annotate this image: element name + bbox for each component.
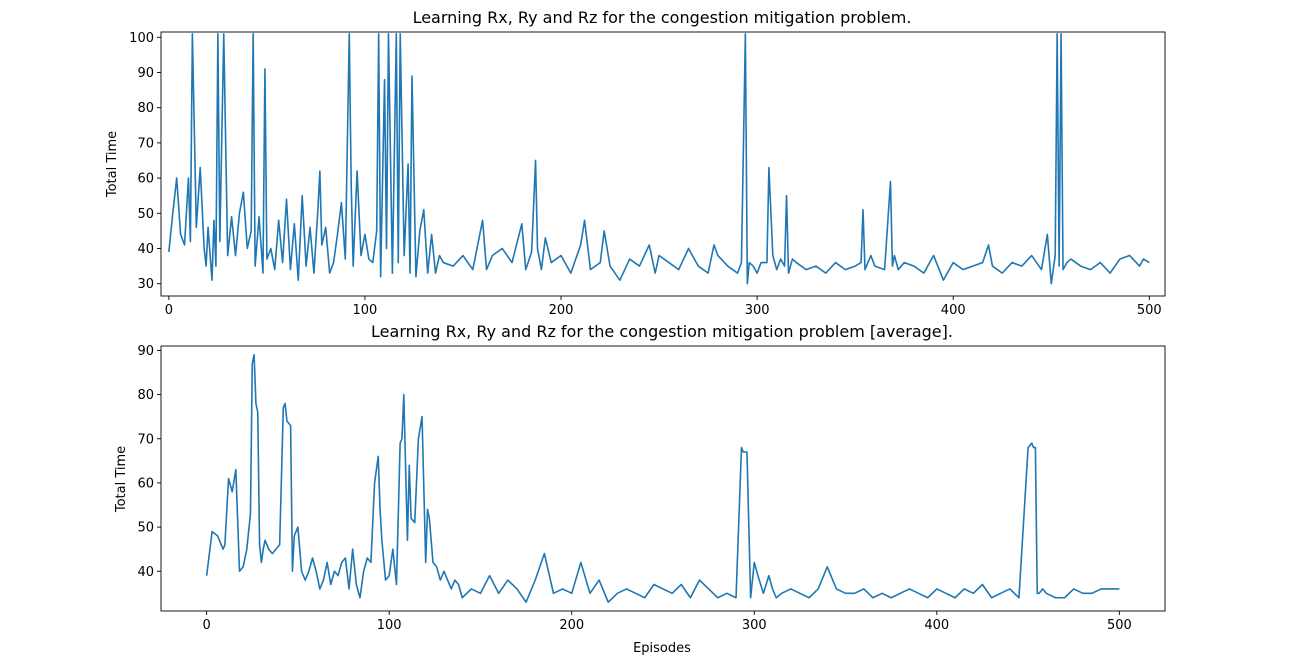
y-tick-label: 100 (129, 31, 154, 46)
y-tick-label: 40 (137, 242, 154, 257)
y-tick-label: 90 (137, 66, 154, 81)
y-tick-label: 80 (137, 101, 154, 116)
series-line-1-0 (205, 354, 1120, 603)
y-tick-label: 70 (137, 136, 154, 151)
bottom-chart-ylabel: Total Time (114, 446, 129, 513)
y-tick-label: 60 (137, 476, 154, 491)
y-tick-label: 70 (137, 432, 154, 447)
x-tick-label: 100 (377, 618, 402, 633)
x-tick-label: 0 (202, 618, 210, 633)
axes-frame-1 (160, 345, 1166, 612)
y-tick-label: 40 (137, 565, 154, 580)
y-tick-label: 30 (137, 277, 154, 292)
bottom-chart-title: Learning Rx, Ry and Rz for the congestio… (371, 322, 953, 341)
top-chart-ylabel: Total Time (105, 131, 120, 198)
x-tick-label: 300 (742, 618, 767, 633)
axes-frame-0 (160, 31, 1166, 297)
series-line-0-0 (168, 32, 1150, 285)
x-tick-label: 400 (941, 303, 966, 318)
x-tick-label: 400 (924, 618, 949, 633)
x-tick-label: 500 (1137, 303, 1162, 318)
x-tick-label: 100 (353, 303, 378, 318)
top-chart-panel: Learning Rx, Ry and Rz for the congestio… (105, 8, 1166, 318)
bottom-chart-panel: Learning Rx, Ry and Rz for the congestio… (114, 322, 1166, 656)
x-tick-label: 200 (559, 618, 584, 633)
x-tick-label: 300 (745, 303, 770, 318)
y-tick-label: 90 (137, 344, 154, 359)
y-tick-label: 80 (137, 388, 154, 403)
x-tick-label: 500 (1107, 618, 1132, 633)
bottom-chart-xlabel: Episodes (633, 641, 691, 656)
y-tick-label: 60 (137, 172, 154, 187)
x-tick-label: 200 (549, 303, 574, 318)
top-chart-title: Learning Rx, Ry and Rz for the congestio… (413, 8, 912, 27)
y-tick-label: 50 (137, 207, 154, 222)
y-tick-label: 50 (137, 521, 154, 536)
x-tick-label: 0 (165, 303, 173, 318)
